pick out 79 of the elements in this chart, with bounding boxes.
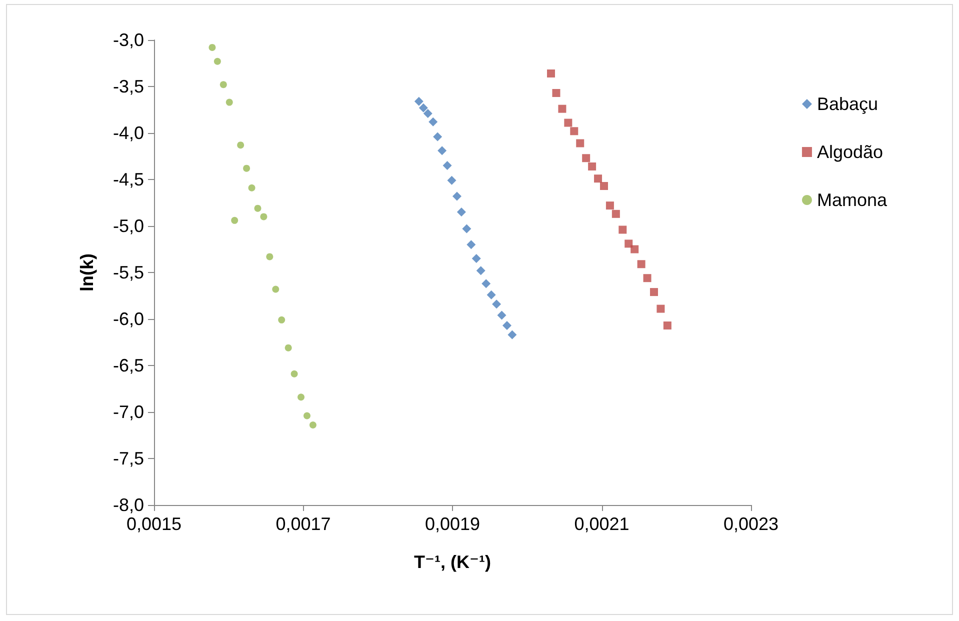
y-tick-label: -5,0 [112, 216, 144, 236]
point [508, 330, 517, 340]
point [588, 162, 596, 170]
y-tick-label: -3,0 [112, 30, 144, 50]
point [423, 108, 432, 118]
point [452, 192, 462, 201]
point [564, 118, 572, 127]
point [606, 202, 614, 210]
point [298, 394, 305, 401]
y-tick-label: -7,0 [112, 402, 144, 422]
point [414, 96, 424, 106]
point [643, 274, 652, 282]
point [456, 208, 466, 217]
point [438, 146, 447, 156]
point [576, 139, 584, 148]
point [630, 245, 639, 254]
point [624, 240, 633, 248]
point [266, 253, 274, 260]
x-tick-label: 0,0021 [574, 514, 630, 534]
point [303, 412, 310, 420]
point [278, 316, 286, 324]
point [466, 240, 476, 250]
point [433, 132, 442, 142]
point [612, 210, 620, 218]
x-tick-label: 0,0015 [126, 514, 182, 534]
y-tick-label: -6,5 [112, 356, 144, 376]
x-tick-label: 0,0019 [424, 514, 480, 534]
point [656, 304, 665, 313]
x-tick-label: 0,0023 [723, 514, 779, 534]
point [284, 344, 292, 352]
legend-label: Algodão [816, 142, 884, 162]
y-tick-label: -6,0 [112, 309, 144, 329]
y-tick-label: -7,5 [112, 448, 144, 468]
point [594, 174, 602, 183]
point [650, 288, 658, 296]
point [260, 213, 268, 220]
point [309, 422, 316, 429]
point [237, 142, 244, 149]
point [208, 44, 216, 51]
point [272, 286, 280, 293]
y-tick-label: -4,0 [112, 123, 144, 143]
point [618, 226, 627, 234]
point [582, 154, 590, 162]
y-axis-title: ln(k) [77, 254, 97, 292]
point [290, 370, 298, 378]
x-tick-label: 0,0017 [276, 514, 331, 534]
point [447, 176, 456, 185]
x-axis-title: T⁻¹, (K⁻¹) [414, 552, 491, 572]
point [418, 103, 428, 112]
y-tick-label: -3,5 [112, 76, 144, 96]
point [497, 310, 506, 320]
y-tick-label: -4,5 [112, 170, 144, 190]
point [243, 164, 250, 172]
point [663, 322, 672, 330]
point [502, 321, 512, 330]
point [547, 69, 556, 78]
point [476, 266, 486, 276]
point [220, 81, 227, 88]
legend-label: Mamona [816, 190, 888, 210]
point [462, 224, 472, 234]
point [552, 89, 560, 98]
point [226, 98, 233, 106]
point [492, 300, 502, 309]
point [231, 216, 238, 224]
point [254, 204, 262, 212]
point [482, 279, 491, 288]
point [600, 182, 608, 190]
point [637, 260, 646, 268]
point [472, 254, 481, 264]
point [570, 127, 578, 136]
point [442, 161, 452, 170]
point [428, 117, 438, 126]
point [248, 184, 256, 192]
y-tick-label: -5,5 [112, 262, 144, 282]
legend-label: Babaçu [816, 94, 878, 114]
point [214, 58, 221, 65]
y-tick-label: -8,0 [112, 495, 144, 515]
point [558, 104, 566, 113]
point [486, 290, 496, 300]
